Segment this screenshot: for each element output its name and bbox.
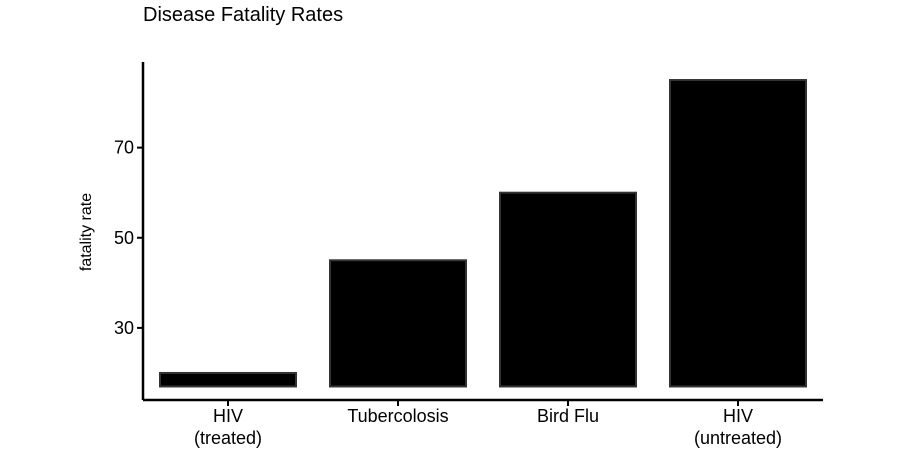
bar-tubercolosis [329, 259, 467, 388]
x-tick-label: HIV (treated) [194, 406, 262, 448]
y-tick-label: 50 [114, 228, 134, 248]
y-ticks-group: 30 50 70 [114, 138, 143, 338]
y-tick-label: 70 [114, 138, 134, 158]
bar-hiv-untreated [669, 79, 807, 388]
y-tick-label: 30 [114, 318, 134, 338]
y-axis-label: fatality rate [78, 193, 95, 271]
x-ticks-group: HIV (treated) Tubercolosis Bird Flu HIV (untr… [194, 400, 782, 448]
bars-group [159, 79, 807, 388]
chart-title: Disease Fatality Rates [143, 4, 344, 26]
bar-hiv-treated [159, 371, 297, 388]
bar-bird-flu [499, 191, 637, 388]
x-tick-label: Tubercolosis [347, 406, 448, 426]
x-tick-label: Bird Flu [537, 406, 599, 426]
x-tick-label: HIV (untreated) [694, 406, 782, 448]
